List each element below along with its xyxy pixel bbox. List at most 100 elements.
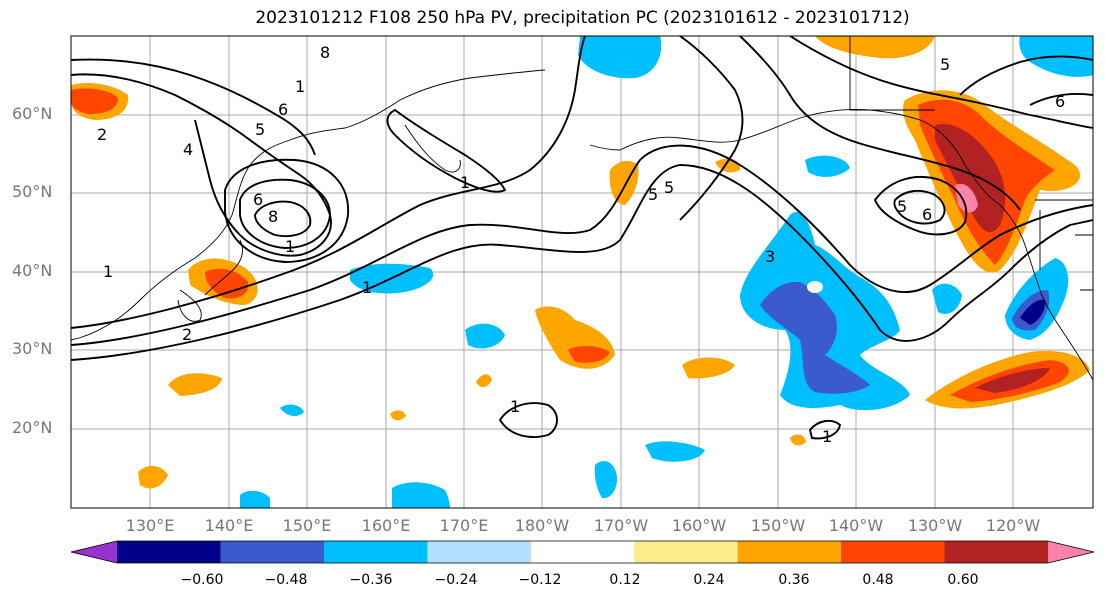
pv-contour-3 (71, 36, 586, 329)
lon-label: 180°W (514, 516, 570, 535)
precip-negative-small-5 (240, 490, 270, 508)
precip-negative-northeast-small (805, 155, 850, 177)
colorbar (70, 540, 1095, 564)
contour-label-group: 2 1 2 4 5 6 1 8 6 8 1 1 1 5 5 3 5 6 6 5 … (97, 43, 1065, 446)
map-title: 2023101212 F108 250 hPa PV, precipitatio… (255, 8, 910, 28)
contour-label: 1 (362, 278, 372, 297)
contour-label: 3 (765, 247, 775, 266)
contour-label: 1 (285, 237, 295, 256)
colorbar-tick: 0.36 (778, 572, 810, 588)
contour-label: 5 (940, 55, 950, 74)
lat-label: 60°N (12, 104, 53, 123)
coast-asia (71, 69, 546, 341)
coast-korea (177, 289, 202, 322)
pv-contour-10 (679, 36, 744, 221)
contour-label: 1 (295, 77, 305, 96)
coast-aleutians (589, 144, 621, 151)
precip-negative-small-3 (594, 460, 618, 499)
precip-positive-arctic (815, 36, 935, 59)
pv-contour-7 (239, 178, 331, 249)
colorbar-extend-low (71, 541, 117, 563)
precip-negative-small-6 (932, 283, 962, 315)
pv-contour-13 (873, 176, 968, 236)
precip-neutral-hole (807, 281, 823, 293)
precip-negative-arctic (578, 36, 662, 79)
precip-positive-pnw-core (935, 124, 1006, 233)
colorbar-segment (841, 541, 946, 563)
precip-positive-north (609, 160, 639, 205)
pv-contour-16 (1029, 92, 1093, 106)
pv-contour-4 (71, 58, 316, 156)
pv-contour-15 (959, 55, 1093, 96)
colorbar-tick: 0.12 (609, 572, 641, 588)
colorbar-outline (70, 540, 1095, 564)
colorbar-tick: −0.48 (264, 572, 308, 588)
map-frame (70, 35, 1094, 509)
contour-label: 6 (253, 190, 263, 209)
contour-label: 8 (320, 43, 330, 62)
precip-positive-east-small (682, 357, 735, 379)
pv-contour-14 (893, 189, 946, 225)
precip-positive-subtropical-core (975, 368, 1050, 393)
pv-contour-17 (498, 402, 558, 438)
colorbar-tick: −0.24 (434, 572, 478, 588)
coast-kamchatka (404, 124, 461, 173)
colorbar-segment (530, 541, 635, 563)
pv-contour-2 (71, 144, 1093, 346)
precip-positive-tiny-1 (476, 374, 492, 388)
pv-contour-1 (71, 164, 1093, 361)
lon-label: 160°W (671, 516, 727, 535)
precip-negative-small-1 (465, 323, 505, 349)
colorbar-tick: 0.48 (862, 572, 894, 588)
precip-negative-small-2 (645, 441, 705, 462)
precip-negative-small-7 (280, 404, 304, 417)
colorbar-tick: 0.24 (693, 572, 725, 588)
precip-negative-small-4 (392, 482, 450, 508)
colorbar-segment (427, 541, 532, 563)
pv-contour-9 (386, 108, 507, 193)
contour-label: 2 (182, 325, 192, 344)
state-border (849, 36, 935, 111)
colorbar-segment (944, 541, 1049, 563)
contour-label: 1 (103, 262, 113, 281)
contour-label: 1 (460, 173, 470, 192)
lon-label: 130°E (125, 516, 175, 535)
lon-label: 150°E (282, 516, 332, 535)
contour-label: 5 (255, 120, 265, 139)
colorbar-segment (220, 541, 325, 563)
contour-label: 4 (183, 140, 193, 159)
colorbar-segment (634, 541, 739, 563)
contour-label: 6 (922, 205, 932, 224)
map-content: 2 1 2 4 5 6 1 8 6 8 1 1 1 5 5 3 5 6 6 5 … (71, 36, 1093, 508)
lat-label: 50°N (12, 182, 53, 201)
precip-positive-tiny-3 (790, 434, 806, 446)
pv-contour-12 (789, 36, 1093, 129)
contour-label: 1 (822, 427, 832, 446)
precip-negative-central-inner (760, 281, 870, 394)
lon-label: 140°E (204, 516, 254, 535)
pv-contours (71, 36, 1093, 440)
contour-label: 2 (97, 125, 107, 144)
precip-positive-northwest-inner (71, 88, 118, 114)
lon-label: 170°E (439, 516, 489, 535)
precip-positive-pnw-peak (955, 183, 978, 213)
precip-positive-west-small-2 (138, 465, 168, 489)
precip-positive-central-inner (568, 346, 610, 363)
colorbar-segment (323, 541, 428, 563)
lon-label: 170°W (593, 516, 649, 535)
contour-label: 1 (510, 397, 520, 416)
precip-positive-west-small (168, 373, 222, 396)
colorbar-extend-high (1048, 541, 1094, 563)
precip-negative-southwest-core (1020, 299, 1046, 325)
lon-label: 160°E (361, 516, 411, 535)
colorbar-tick: −0.12 (518, 572, 562, 588)
pv-contour-6 (254, 200, 312, 238)
colorbar-tick: 0.60 (947, 572, 979, 588)
colorbar-segment (117, 541, 221, 563)
coast-japan (204, 239, 243, 296)
colorbar-tick: −0.60 (180, 572, 224, 588)
colorbar-tick: −0.36 (349, 572, 393, 588)
lat-label: 40°N (12, 261, 53, 280)
contour-label: 8 (268, 207, 278, 226)
